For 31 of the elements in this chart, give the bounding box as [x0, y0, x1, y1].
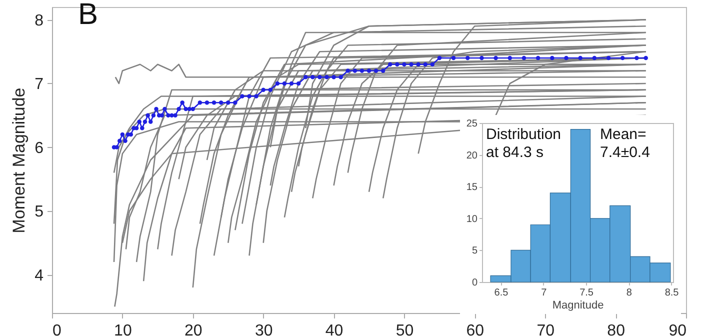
- annotation: B: [78, 0, 98, 31]
- y-tick-label: 20: [466, 150, 478, 162]
- annotation: Distribution at 84.3 s: [486, 126, 562, 161]
- x-tick-label: 90: [668, 322, 687, 336]
- y-tick-label: 7: [34, 76, 44, 93]
- x-tick-label: 0: [52, 322, 62, 336]
- y-tick-label: 5: [472, 246, 478, 257]
- x-tick-label: 7.5: [580, 288, 594, 298]
- x-tick-label: 30: [254, 322, 273, 336]
- annotation: Mean= 7.4±0.4: [600, 126, 650, 161]
- x-tick-label: 50: [396, 322, 414, 336]
- x-tick-label: 8: [626, 288, 632, 298]
- x-tick-label: 20: [184, 322, 202, 336]
- x-tick-label: 8.5: [664, 288, 680, 298]
- x-axis-title: Magnitude: [552, 300, 604, 312]
- y-tick-label: 5: [34, 204, 44, 220]
- x-tick-label: 60: [466, 322, 484, 336]
- y-tick-label: 8: [34, 12, 44, 30]
- y-tick-label: 6: [34, 140, 44, 157]
- x-tick-label: 70: [536, 322, 555, 336]
- x-tick-label: 80: [607, 322, 626, 336]
- y-tick-label: 25: [466, 118, 478, 130]
- y-axis-title: Moment Magnitude: [10, 88, 29, 234]
- y-tick-label: 0: [472, 278, 478, 288]
- y-tick-label: 15: [466, 182, 478, 194]
- x-tick-label: 7: [541, 288, 548, 298]
- x-tick-label: 40: [325, 322, 344, 336]
- y-tick-label: 4: [34, 267, 44, 284]
- x-tick-label: 6.5: [494, 288, 509, 298]
- x-tick-label: 10: [114, 322, 132, 336]
- y-tick-label: 10: [466, 214, 478, 225]
